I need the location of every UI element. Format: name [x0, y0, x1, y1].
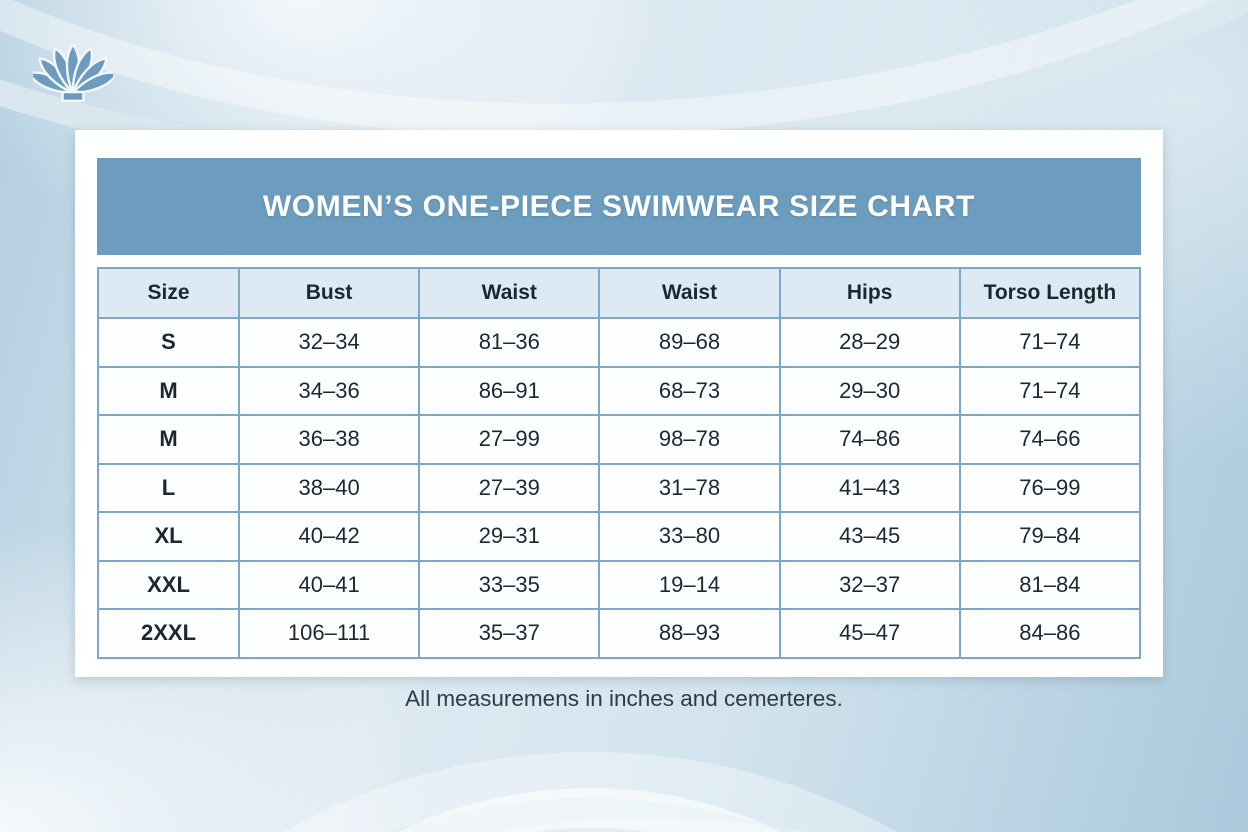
column-header: Waist — [598, 267, 781, 319]
measurement-cell: 98–78 — [598, 414, 781, 465]
measurement-cell: 29–31 — [418, 511, 601, 562]
measurement-cell: 33–80 — [598, 511, 781, 562]
measurement-cell: 29–30 — [778, 365, 961, 416]
size-cell: L — [97, 462, 240, 513]
measurement-cell: 71–74 — [958, 317, 1142, 368]
size-chart-card: WOMEN’S ONE-PIECE SWIMWEAR SIZE CHART Si… — [75, 130, 1163, 677]
measurement-cell: 19–14 — [598, 559, 781, 610]
table-row: XXL 40–41 33–35 19–14 32–37 81–84 — [97, 559, 1142, 610]
size-cell: M — [97, 414, 240, 465]
measurement-cell: 89–68 — [598, 317, 781, 368]
page-title: WOMEN’S ONE-PIECE SWIMWEAR SIZE CHART — [262, 189, 976, 223]
size-cell: XXL — [97, 559, 240, 610]
measurement-cell: 76–99 — [958, 462, 1142, 513]
column-header: Bust — [237, 267, 421, 319]
column-header: Hips — [778, 267, 961, 319]
measurement-cell: 32–34 — [237, 317, 421, 368]
column-header: Size — [97, 267, 240, 319]
table-row: M 36–38 27–99 98–78 74–86 74–66 — [97, 414, 1142, 465]
measurement-cell: 45–47 — [778, 608, 961, 659]
measurement-cell: 36–38 — [237, 414, 421, 465]
measurement-cell: 31–78 — [598, 462, 781, 513]
table-row: S 32–34 81–36 89–68 28–29 71–74 — [97, 317, 1142, 368]
table-row: L 38–40 27–39 31–78 41–43 76–99 — [97, 462, 1142, 513]
title-bar: WOMEN’S ONE-PIECE SWIMWEAR SIZE CHART — [97, 158, 1141, 255]
column-header: Torso Length — [958, 267, 1142, 319]
measurement-cell: 41–43 — [778, 462, 961, 513]
size-table: Size Bust Waist Waist Hips Torso Length S 32–3… — [97, 267, 1142, 659]
measurement-cell: 28–29 — [778, 317, 961, 368]
measurement-cell: 106–111 — [237, 608, 421, 659]
measurement-cell: 27–99 — [418, 414, 601, 465]
measurement-cell: 32–37 — [778, 559, 961, 610]
size-cell: XL — [97, 511, 240, 562]
measurement-cell: 43–45 — [778, 511, 961, 562]
table-row: 2XXL 106–111 35–37 88–93 45–47 84–86 — [97, 608, 1142, 659]
measurement-cell: 40–41 — [237, 559, 421, 610]
measurement-cell: 35–37 — [418, 608, 601, 659]
header-row: Size Bust Waist Waist Hips Torso Length — [97, 267, 1142, 319]
size-cell: S — [97, 317, 240, 368]
measurement-cell: 84–86 — [958, 608, 1142, 659]
footer-note: All measuremens in inches and cemerteres… — [405, 686, 843, 711]
measurement-cell: 71–74 — [958, 365, 1142, 416]
scallop-shell-icon — [33, 43, 113, 103]
size-cell: M — [97, 365, 240, 416]
measurement-cell: 86–91 — [418, 365, 601, 416]
measurement-cell: 68–73 — [598, 365, 781, 416]
measurement-cell: 79–84 — [958, 511, 1142, 562]
measurement-cell: 33–35 — [418, 559, 601, 610]
decorative-curve — [0, 818, 1248, 832]
size-table-body: S 32–34 81–36 89–68 28–29 71–74 M 34–36 86–91 68–… — [97, 317, 1142, 659]
measurement-cell: 74–86 — [778, 414, 961, 465]
table-row: XL 40–42 29–31 33–80 43–45 79–84 — [97, 511, 1142, 562]
measurement-cell: 38–40 — [237, 462, 421, 513]
column-header: Waist — [418, 267, 601, 319]
decorative-curve — [0, 752, 1220, 832]
size-table-head: Size Bust Waist Waist Hips Torso Length — [97, 267, 1142, 319]
measurement-cell: 34–36 — [237, 365, 421, 416]
measurement-cell: 81–36 — [418, 317, 601, 368]
measurement-cell: 27–39 — [418, 462, 601, 513]
measurement-cell: 40–42 — [237, 511, 421, 562]
measurement-cell: 81–84 — [958, 559, 1142, 610]
table-row: M 34–36 86–91 68–73 29–30 71–74 — [97, 365, 1142, 416]
decorative-curve — [150, 788, 1030, 832]
measurement-cell: 74–66 — [958, 414, 1142, 465]
size-cell: 2XXL — [97, 608, 240, 659]
measurement-cell: 88–93 — [598, 608, 781, 659]
